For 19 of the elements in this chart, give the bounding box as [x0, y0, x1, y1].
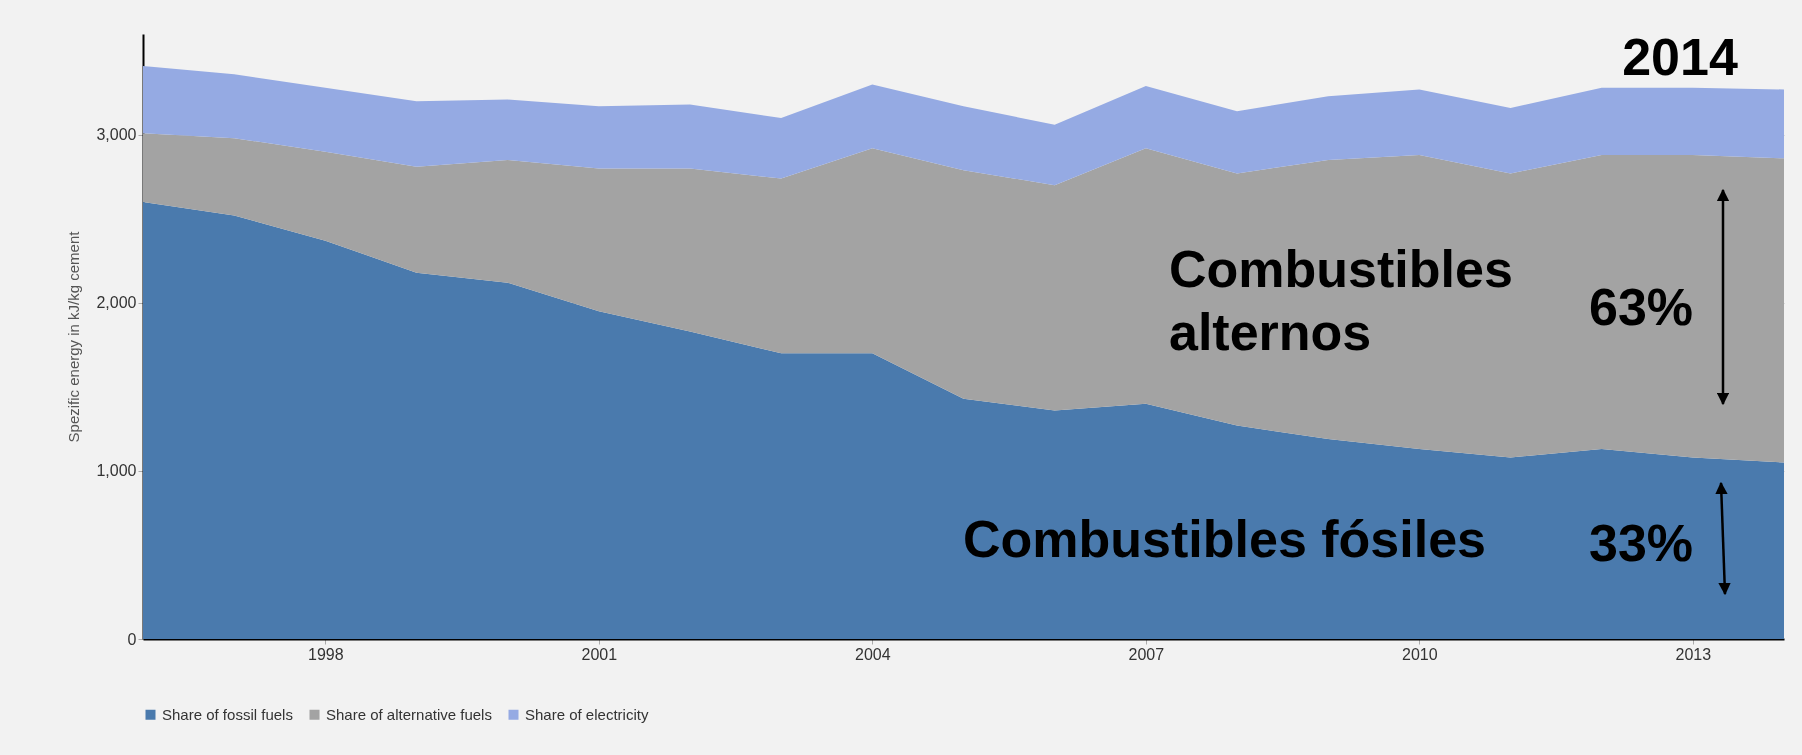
y-tick-label: 3,000 [96, 126, 137, 144]
x-tick-label: 2013 [1675, 645, 1712, 663]
y-tick-label: 2,000 [96, 294, 137, 312]
annotation: 2014 [1622, 28, 1738, 86]
x-tick-label: 2010 [1402, 645, 1438, 663]
annotation: 63% [1589, 278, 1694, 336]
legend-label: Share of alternative fuels [326, 705, 492, 723]
annotation: 33% [1589, 514, 1694, 572]
annotation: Combustibles fósiles [963, 510, 1486, 568]
y-tick-label: 0 [127, 630, 137, 648]
legend-label: Share of fossil fuels [162, 705, 293, 723]
annotation: Combustibles alternos [1169, 240, 1513, 361]
legend-label: Share of electricity [525, 705, 649, 723]
x-tick-label: 2001 [581, 645, 618, 663]
x-tick-label: 1998 [308, 645, 344, 663]
y-axis-title: Spezific energy in kJ/kg cement [65, 230, 83, 443]
x-tick-label: 2004 [855, 645, 891, 663]
y-tick-label: 1,000 [96, 462, 137, 480]
x-tick-label: 2007 [1128, 645, 1165, 663]
